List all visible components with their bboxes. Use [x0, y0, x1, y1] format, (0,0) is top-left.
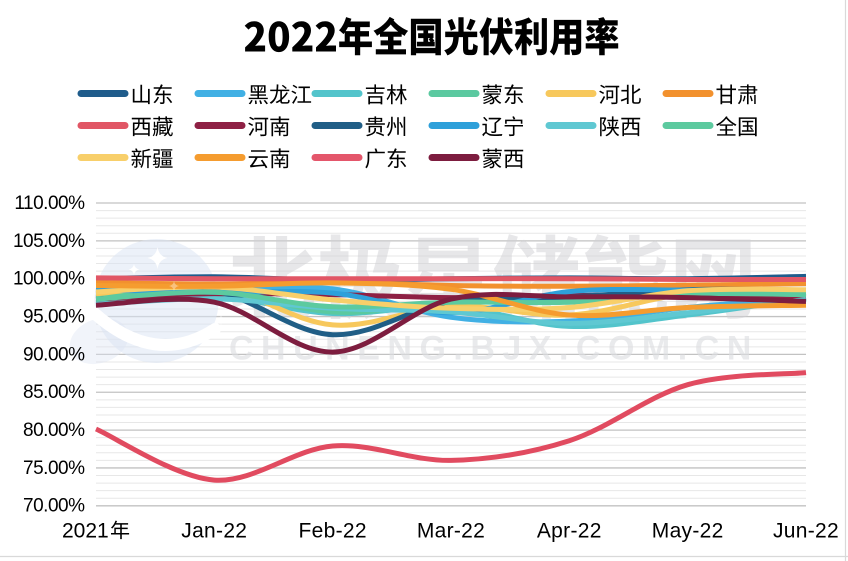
svg-text:2021: 2021	[62, 520, 109, 543]
svg-text:95.00%: 95.00%	[23, 306, 85, 327]
svg-text:75.00%: 75.00%	[23, 458, 85, 479]
svg-text:105.00%: 105.00%	[13, 231, 85, 252]
svg-text:Feb-22: Feb-22	[299, 520, 367, 543]
svg-text:85.00%: 85.00%	[23, 382, 85, 403]
svg-text:80.00%: 80.00%	[23, 420, 85, 441]
svg-text:Mar-22: Mar-22	[417, 520, 485, 543]
svg-text:90.00%: 90.00%	[23, 344, 85, 365]
svg-text:Apr-22: Apr-22	[537, 520, 602, 543]
svg-text:Jun-22: Jun-22	[773, 520, 839, 543]
svg-text:70.00%: 70.00%	[23, 496, 85, 517]
svg-text:100.00%: 100.00%	[13, 269, 85, 290]
svg-text:110.00%: 110.00%	[14, 193, 85, 214]
svg-text:Jan-22: Jan-22	[181, 520, 247, 543]
svg-text:May-22: May-22	[652, 520, 724, 543]
